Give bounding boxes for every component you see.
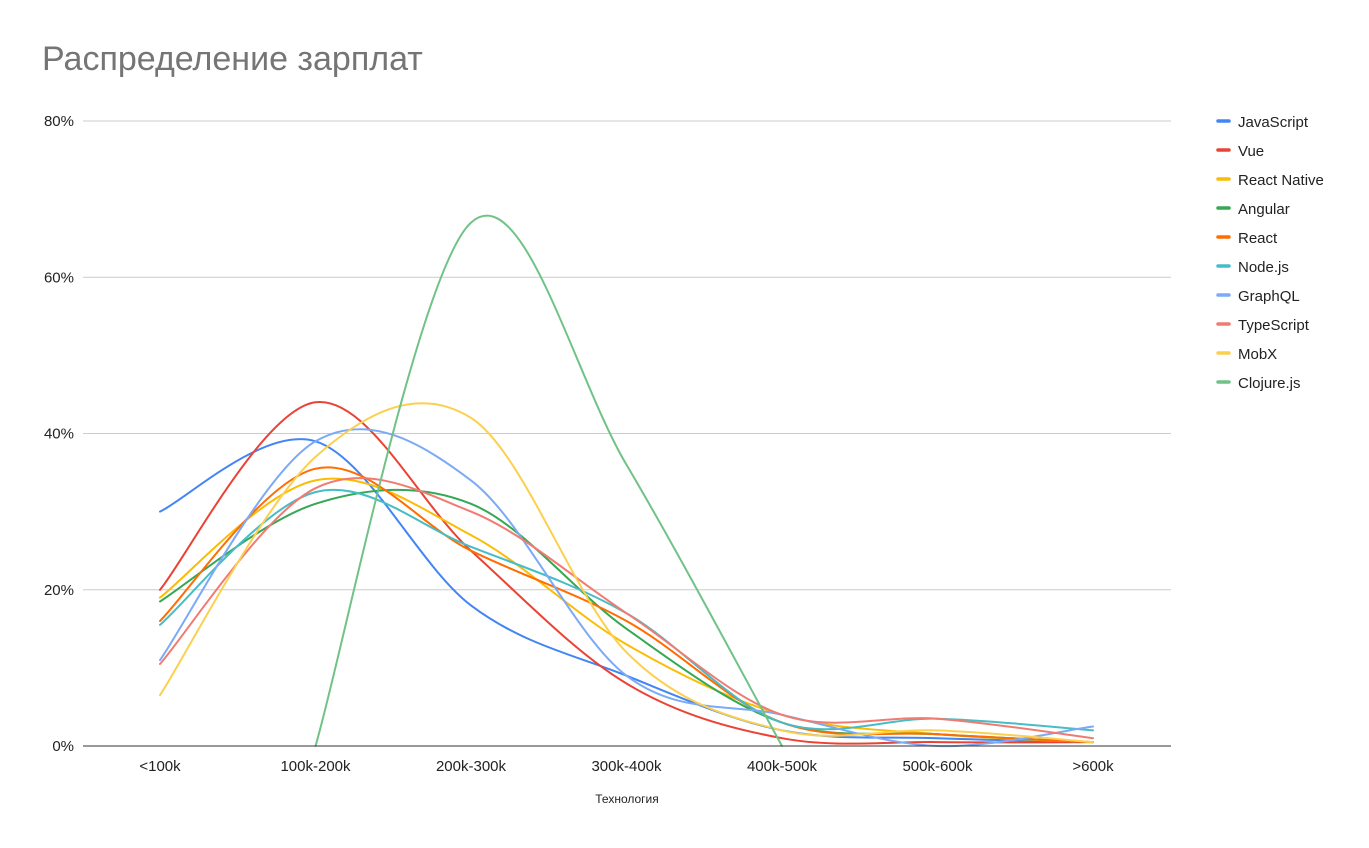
x-tick-label: >600k (1072, 758, 1114, 775)
legend-label-angular: Angular (1238, 201, 1290, 218)
series-line-react (159, 466, 1094, 744)
series-line-angular (159, 488, 1094, 744)
series-lines (159, 214, 1094, 748)
x-tick-label: 500k-600k (902, 758, 973, 775)
y-tick-label: 60% (44, 269, 74, 286)
x-tick-label: <100k (139, 758, 181, 775)
series-line-mobx (159, 402, 1094, 744)
legend-label-mobx: MobX (1238, 346, 1277, 363)
x-tick-label: 400k-500k (747, 758, 818, 775)
legend-label-clojure-js: Clojure.js (1238, 375, 1301, 392)
series-line-graphql (159, 428, 1094, 748)
x-axis-ticks: <100k 100k-200k 200k-300k 300k-400k 400k-500… (139, 758, 1114, 775)
legend-label-graphql: GraphQL (1238, 288, 1300, 305)
legend-label-react-native: React Native (1238, 172, 1324, 189)
legend-label-node-js: Node.js (1238, 259, 1289, 276)
legend-label-typescript: TypeScript (1238, 317, 1310, 334)
series-line-react-native (159, 477, 1094, 744)
series-line-typescript (159, 477, 1094, 740)
x-tick-label: 100k-200k (280, 758, 351, 775)
legend-label-javascript: JavaScript (1238, 114, 1309, 131)
x-tick-label: 200k-300k (436, 758, 507, 775)
y-axis-ticks: 0% 20% 40% 60% 80% (44, 113, 74, 755)
gridlines (83, 120, 1171, 591)
legend-label-react: React (1238, 230, 1278, 247)
legend-label-vue: Vue (1238, 143, 1264, 160)
y-tick-label: 40% (44, 426, 74, 443)
series-line-node-js (159, 488, 1094, 732)
y-tick-label: 0% (52, 738, 74, 755)
chart-title: Распределение зарплат (42, 40, 423, 78)
legend: JavaScript Vue React Native Angular React Nod… (1216, 114, 1324, 392)
x-axis-label: Технология (595, 792, 659, 806)
x-tick-label: 300k-400k (591, 758, 662, 775)
series-line-clojure-js (314, 214, 783, 747)
y-tick-label: 80% (44, 113, 74, 130)
series-line-vue (159, 401, 1094, 745)
y-tick-label: 20% (44, 582, 74, 599)
